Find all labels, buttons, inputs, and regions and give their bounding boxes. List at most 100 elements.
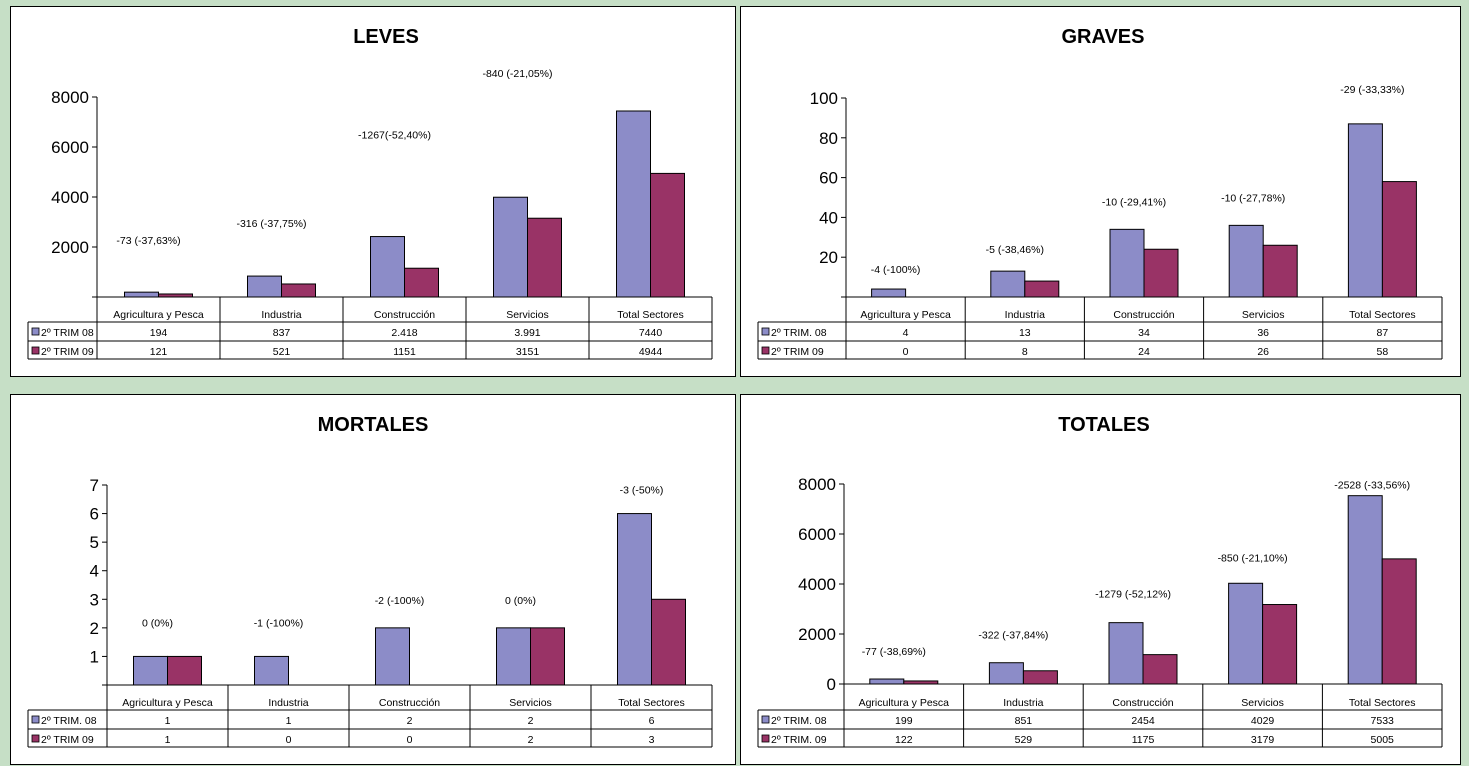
legend-swatch	[31, 715, 40, 724]
table-cell: 6	[649, 715, 655, 727]
bar	[375, 627, 410, 686]
table-cell: 1	[165, 734, 171, 746]
bar	[1228, 582, 1264, 685]
bar	[370, 236, 405, 298]
bar	[404, 267, 439, 298]
bar	[254, 655, 289, 686]
category-label: Construcción	[379, 697, 440, 709]
table-cell: 837	[273, 327, 291, 339]
table-cell: 1151	[393, 346, 416, 358]
table-cell: 194	[150, 327, 168, 339]
bar	[1024, 280, 1060, 298]
data-label: -10 (-27,78%)	[1221, 192, 1285, 204]
table-cell: 8	[1022, 346, 1028, 358]
bar	[650, 172, 685, 298]
category-label: Construcción	[374, 309, 435, 321]
category-label: Agricultura y Pesca	[859, 697, 950, 709]
bar	[617, 513, 652, 686]
table-cell: 0	[286, 734, 292, 746]
table-cell: 521	[273, 346, 291, 358]
table-cell: 36	[1257, 327, 1269, 339]
table-cell: 3.991	[514, 327, 540, 339]
category-label: Agricultura y Pesca	[860, 309, 951, 321]
table-cell: 4	[903, 327, 909, 339]
chart-title: MORTALES	[318, 414, 429, 436]
bar	[496, 627, 531, 686]
bar	[1262, 244, 1298, 298]
y-tick-label: 1	[90, 647, 99, 666]
table-cell: 121	[150, 346, 168, 358]
table-cell: 58	[1377, 346, 1389, 358]
series-name: 2º TRIM 09	[41, 734, 94, 746]
category-label: Construcción	[1112, 697, 1173, 709]
bar	[281, 283, 316, 298]
data-label: -5 (-38,46%)	[986, 244, 1044, 256]
series-name: 2º TRIM. 09	[771, 734, 827, 746]
table-cell: 851	[1015, 715, 1033, 727]
series-name: 2º TRIM 09	[41, 346, 94, 358]
chart-svg: MORTALES 1 2 3 4 5 6 7 0 (0%) -1 (-100%) -2 (-100%…	[27, 414, 713, 748]
series-name: 2º TRIM 08	[41, 327, 94, 339]
y-tick-label: 4000	[798, 575, 836, 594]
data-label: -316 (-37,75%)	[236, 218, 306, 230]
y-tick-label: 4	[90, 562, 99, 581]
data-label: -73 (-37,63%)	[116, 235, 180, 247]
legend-swatch	[31, 346, 40, 355]
table-cell: 2	[528, 734, 534, 746]
bar	[1347, 123, 1383, 298]
y-tick-label: 4000	[51, 188, 89, 207]
bar	[158, 293, 193, 298]
chart-group: LEVES 2000 4000 6000 8000 -73 (-37,63%) -316 (…	[27, 26, 713, 360]
data-label: -2 (-100%)	[375, 595, 425, 607]
bar	[1022, 670, 1058, 685]
y-tick-label: 8000	[51, 88, 89, 107]
data-label: -4 (-100%)	[871, 264, 921, 276]
bar	[167, 655, 202, 686]
bar	[1262, 604, 1298, 685]
category-label: Servicios	[1242, 309, 1285, 321]
category-label: Total Sectores	[617, 309, 684, 321]
bar	[903, 680, 939, 685]
data-label: -1 (-100%)	[254, 617, 304, 629]
y-tick-label: 100	[810, 89, 838, 108]
chart-title: TOTALES	[1058, 414, 1149, 436]
table-cell: 0	[903, 346, 909, 358]
y-tick-label: 40	[819, 208, 838, 227]
series-name: 2º TRIM 09	[771, 346, 824, 358]
bar	[616, 110, 651, 298]
chart-group: TOTALES 0 2000 4000 6000 8000 -77 (-38,69%) -32…	[757, 414, 1443, 748]
y-tick-label: 7	[90, 476, 99, 495]
category-label: Construcción	[1113, 309, 1174, 321]
table-cell: 24	[1138, 346, 1150, 358]
chart-title: GRAVES	[1062, 26, 1145, 48]
table-cell: 122	[895, 734, 913, 746]
table-cell: 4029	[1251, 715, 1275, 727]
bar	[530, 627, 565, 686]
category-label: Industria	[261, 309, 301, 321]
bar	[133, 655, 168, 686]
category-label: Agricultura y Pesca	[113, 309, 204, 321]
data-label: -10 (-29,41%)	[1102, 196, 1166, 208]
table-cell: 26	[1257, 346, 1269, 358]
bar	[1347, 495, 1383, 685]
table-cell: 529	[1015, 734, 1033, 746]
bar	[1109, 228, 1145, 298]
bar	[1108, 622, 1144, 685]
chart-group: MORTALES 1 2 3 4 5 6 7 0 (0%) -1 (-100%) -2 (-100%…	[27, 414, 713, 748]
y-tick-label: 5	[90, 533, 99, 552]
category-label: Servicios	[509, 697, 552, 709]
legend-swatch	[31, 734, 40, 743]
category-label: Total Sectores	[1349, 697, 1416, 709]
data-label: -3 (-50%)	[620, 485, 664, 497]
data-label: -1267(-52,40%)	[358, 130, 431, 142]
bar	[1228, 224, 1264, 298]
legend-swatch	[761, 346, 770, 355]
chart-panel-leves: LEVES 2000 4000 6000 8000 -73 (-37,63%) -316 (…	[10, 6, 736, 377]
legend-swatch	[761, 734, 770, 743]
data-label: -77 (-38,69%)	[862, 646, 926, 658]
series-name: 2º TRIM. 08	[41, 715, 97, 727]
bar	[651, 598, 686, 686]
category-label: Agricultura y Pesca	[122, 697, 213, 709]
table-cell: 199	[895, 715, 913, 727]
